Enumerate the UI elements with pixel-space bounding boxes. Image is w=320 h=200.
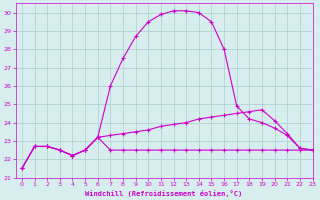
- X-axis label: Windchill (Refroidissement éolien,°C): Windchill (Refroidissement éolien,°C): [85, 190, 243, 197]
